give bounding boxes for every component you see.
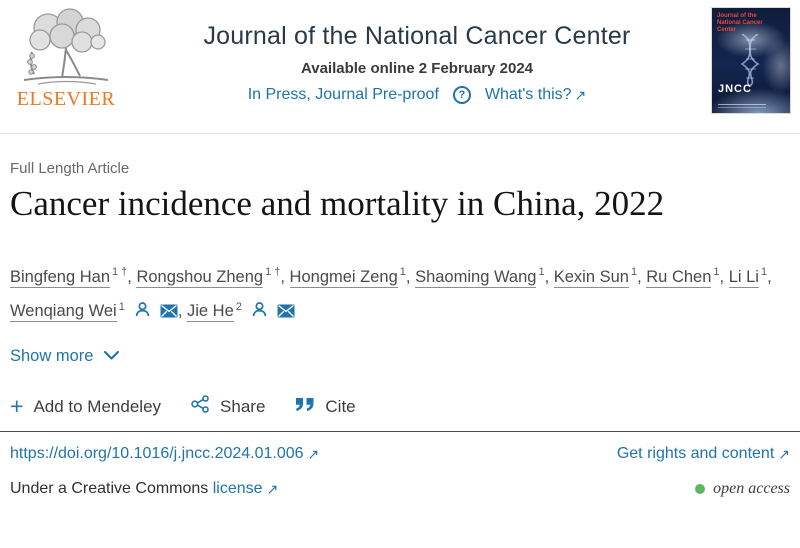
cover-journal-title: Journal of the National Cancer Center	[717, 13, 763, 33]
share-button[interactable]: Share	[191, 395, 265, 418]
author: Li Li 1,	[728, 266, 772, 288]
open-access-label: open access	[713, 480, 790, 497]
author: Ru Chen 1,	[646, 266, 729, 288]
author-profile-icon[interactable]	[134, 301, 151, 318]
external-link-arrow-icon: ↗	[266, 480, 279, 497]
share-nodes-icon	[191, 395, 210, 418]
external-link-arrow-icon: ↗	[778, 445, 790, 462]
author: Kexin Sun 1,	[553, 266, 647, 288]
in-press-link[interactable]: In Press, Journal Pre-proof	[247, 86, 439, 103]
elsevier-wordmark: ELSEVIER	[16, 88, 116, 110]
author-superscript: 1	[760, 266, 768, 278]
article-title: Cancer incidence and mortality in China,…	[10, 184, 665, 223]
author-superscript: 1	[118, 300, 125, 313]
author: Jie He 2	[187, 300, 295, 322]
author-email-icon[interactable]	[160, 304, 178, 318]
author-separator: ,	[637, 267, 647, 286]
author-name-link[interactable]: Jie He	[187, 302, 234, 322]
license-link[interactable]: license ↗	[212, 480, 279, 497]
author-separator: ,	[405, 267, 416, 286]
author-superscript: 1	[538, 266, 545, 278]
author-list: Bingfeng Han 1 †, Rongshou Zheng 1 †, Hong…	[10, 257, 790, 326]
author: Bingfeng Han 1 †,	[10, 266, 137, 288]
elsevier-tree-icon	[10, 8, 122, 90]
author-superscript: 1 †	[265, 266, 281, 278]
author-name-link[interactable]: Hongmei Zeng	[289, 267, 398, 288]
author-name-link[interactable]: Kexin Sun	[553, 267, 629, 288]
doi-link[interactable]: https://doi.org/10.1016/j.jncc.2024.01.0…	[10, 445, 320, 462]
author-separator: ,	[280, 267, 290, 286]
author-superscript: 1 †	[112, 266, 128, 278]
question-circle-icon[interactable]: ?	[452, 86, 471, 104]
open-access-badge: open access	[695, 480, 790, 498]
external-link-arrow-icon: ↗	[307, 445, 320, 462]
journal-cover-thumbnail[interactable]: Journal of the National Cancer Center JN…	[712, 8, 790, 113]
cite-button[interactable]: Cite	[295, 397, 356, 417]
doi-rights-row: https://doi.org/10.1016/j.jncc.2024.01.0…	[0, 445, 800, 463]
author-name-link[interactable]: Li Li	[728, 267, 759, 288]
author-email-icon[interactable]	[277, 304, 295, 318]
author-superscript: 1	[399, 266, 406, 278]
article-toolbar: + Add to Mendeley Share Cite	[10, 395, 790, 418]
author-superscript: 2	[235, 300, 242, 313]
author-separator: ,	[544, 267, 554, 286]
author: Shaoming Wang 1,	[415, 266, 554, 288]
journal-header-center: Journal of the National Cancer Center Av…	[122, 8, 712, 104]
article-type-label: Full Length Article	[10, 160, 130, 177]
author-profile-icon[interactable]	[251, 301, 268, 318]
section-divider	[0, 431, 800, 432]
license-openaccess-row: Under a Creative Commons license ↗ open a…	[0, 480, 800, 498]
add-to-mendeley-button[interactable]: + Add to Mendeley	[10, 393, 162, 419]
author-name-link[interactable]: Bingfeng Han	[10, 267, 110, 288]
quote-cite-icon	[295, 397, 315, 417]
cover-jncc-wordmark: JNCC	[718, 83, 752, 95]
get-rights-link[interactable]: Get rights and content ↗	[616, 445, 790, 462]
author: Wenqiang Wei 1,	[10, 300, 187, 322]
whats-this-link[interactable]: What's this? ↗	[484, 86, 587, 103]
author-separator: ,	[127, 267, 137, 286]
chevron-down-icon	[103, 347, 120, 366]
author-name-link[interactable]: Wenqiang Wei	[10, 302, 117, 322]
show-more-toggle[interactable]: Show more	[10, 347, 120, 366]
creative-commons-text: Under a Creative Commons license ↗	[10, 480, 279, 497]
author-separator: ,	[177, 302, 187, 320]
author-separator: ,	[719, 267, 729, 286]
elsevier-logo[interactable]: ELSEVIER	[10, 8, 122, 111]
publisher-header: ELSEVIER Journal of the National Cancer …	[0, 0, 800, 134]
author-superscript: 1	[630, 266, 638, 278]
journal-title-link[interactable]: Journal of the National Cancer Center	[203, 22, 631, 50]
author-name-link[interactable]: Rongshou Zheng	[136, 267, 264, 288]
author: Hongmei Zeng 1,	[289, 266, 416, 288]
author-name-link[interactable]: Shaoming Wang	[415, 267, 537, 288]
plus-icon: +	[10, 393, 24, 419]
external-link-arrow-icon: ↗	[574, 86, 587, 103]
dna-helix-art	[728, 33, 772, 91]
author-name-link[interactable]: Ru Chen	[646, 267, 712, 288]
available-online-date: Available online 2 February 2024	[300, 60, 534, 77]
author: Rongshou Zheng 1 †,	[136, 266, 290, 288]
author-superscript: 1	[713, 266, 720, 278]
open-access-dot-icon	[695, 484, 706, 494]
cover-footer-lines	[718, 104, 766, 105]
author-separator: ,	[767, 267, 772, 286]
